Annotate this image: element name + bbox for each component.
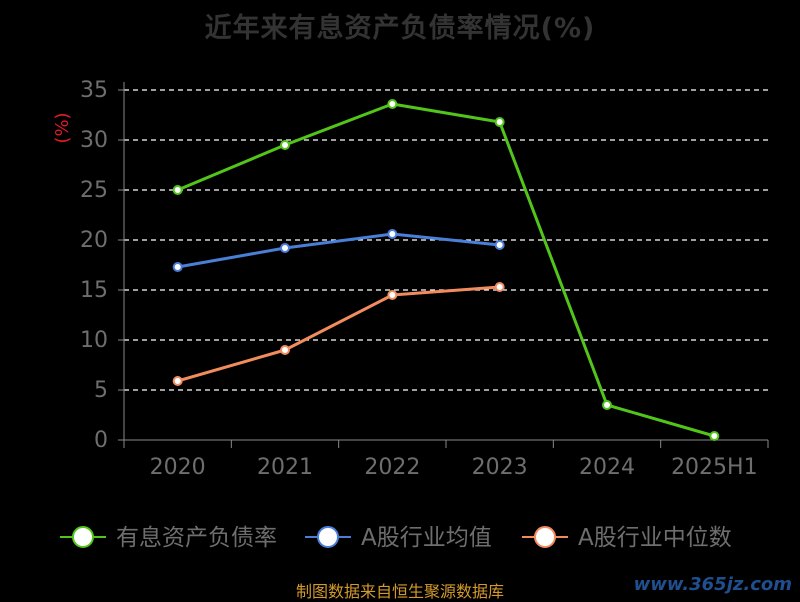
data-point bbox=[280, 140, 290, 150]
y-tick-label: 35 bbox=[80, 78, 108, 103]
data-point bbox=[494, 117, 505, 127]
y-tick-label: 0 bbox=[94, 428, 108, 453]
x-tick-label: 2025H1 bbox=[671, 455, 758, 480]
y-tick-label: 10 bbox=[80, 328, 108, 353]
data-point bbox=[602, 400, 612, 410]
legend-label: 有息资产负债率 bbox=[116, 525, 277, 551]
x-tick-label: 2020 bbox=[150, 455, 206, 480]
series-line bbox=[177, 285, 500, 383]
data-point bbox=[172, 185, 183, 195]
series-line bbox=[177, 102, 715, 438]
source-note: 制图数据来自恒生聚源数据库 bbox=[295, 582, 504, 601]
legend-marker bbox=[534, 526, 556, 548]
y-tick-label: 25 bbox=[80, 178, 108, 203]
data-point bbox=[494, 282, 505, 292]
legend-marker bbox=[72, 526, 94, 548]
data-point bbox=[172, 262, 183, 272]
data-point bbox=[709, 431, 720, 441]
y-tick-label: 5 bbox=[94, 378, 108, 403]
x-tick-label: 2024 bbox=[579, 455, 635, 480]
watermark-logo: www.365jz.com bbox=[633, 574, 792, 595]
x-tick-label: 2022 bbox=[364, 455, 420, 480]
y-tick-label: 15 bbox=[80, 278, 108, 303]
data-point bbox=[280, 243, 290, 253]
data-point bbox=[280, 345, 290, 355]
x-tick-label: 2023 bbox=[472, 455, 528, 480]
data-point bbox=[387, 290, 398, 300]
data-point bbox=[387, 229, 398, 239]
chart-title: 近年来有息资产负债率情况(%) bbox=[204, 13, 596, 44]
legend-label: A股行业中位数 bbox=[578, 525, 732, 551]
y-tick-label: 30 bbox=[80, 128, 108, 153]
y-axis-label: (%) bbox=[52, 112, 73, 143]
series-line bbox=[177, 232, 500, 269]
y-tick-label: 20 bbox=[80, 228, 108, 253]
legend-marker bbox=[317, 526, 339, 548]
legend-label: A股行业均值 bbox=[361, 525, 492, 551]
data-point bbox=[172, 376, 183, 386]
x-tick-label: 2021 bbox=[257, 455, 313, 480]
data-point bbox=[387, 99, 398, 109]
data-point bbox=[494, 240, 505, 250]
